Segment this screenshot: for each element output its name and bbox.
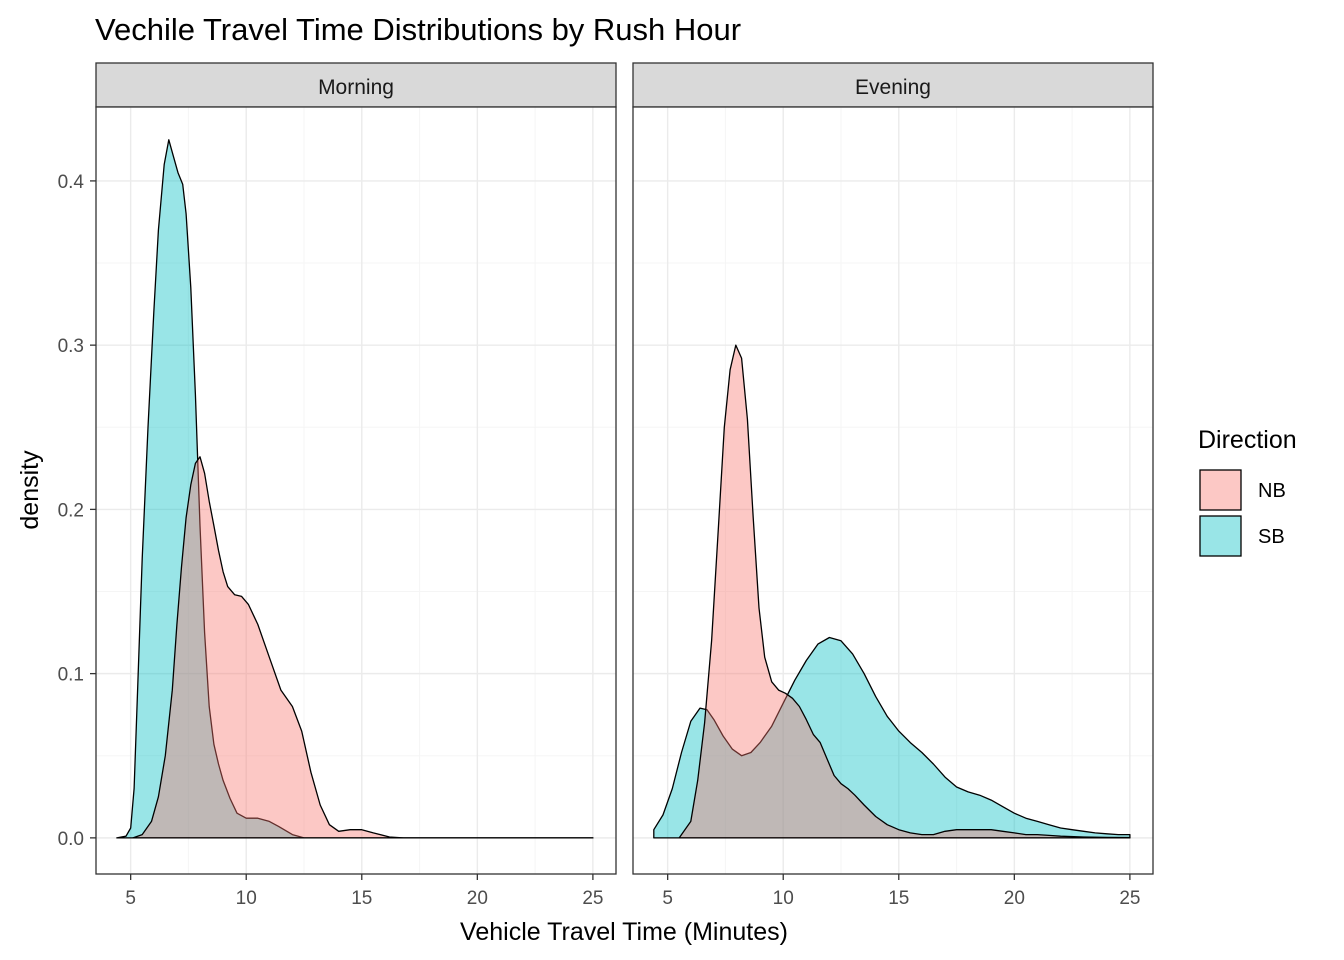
density-area-sb	[116, 139, 594, 839]
legend-keys: NB SB	[1199, 469, 1286, 557]
x-tick-label: 15	[888, 888, 909, 909]
legend-key-sb	[1199, 515, 1242, 557]
density-area-nb	[132, 456, 594, 839]
density-areas	[116, 139, 594, 839]
y-tick-label: 0.2	[58, 500, 84, 521]
y-axis: 0.0 0.1 0.2 0.3 0.4	[58, 172, 96, 850]
panel-border	[95, 106, 617, 875]
y-tick-label: 0.4	[58, 172, 85, 193]
x-tick-label: 10	[773, 888, 794, 909]
density-area-nb	[678, 344, 1131, 839]
density-area-sb	[653, 636, 1131, 839]
strip-label-morning: Morning	[318, 76, 394, 99]
panel-border	[632, 106, 1154, 875]
grid	[96, 107, 616, 874]
legend-title: Direction	[1198, 426, 1297, 454]
legend-key-bg	[1199, 515, 1241, 557]
strip-background	[95, 62, 617, 108]
density-areas	[653, 344, 1131, 839]
x-tick-label: 5	[662, 888, 673, 909]
legend-key-bg	[1199, 469, 1241, 511]
x-tick-label: 10	[236, 888, 257, 909]
y-tick-label: 0.0	[58, 829, 84, 850]
y-axis-title: density	[16, 450, 44, 530]
panel-background	[633, 107, 1153, 874]
x-axis-title: Vehicle Travel Time (Minutes)	[460, 918, 788, 946]
legend-label-sb: SB	[1258, 526, 1285, 548]
grid	[633, 107, 1153, 874]
x-tick-label: 25	[582, 888, 603, 909]
x-tick-label: 20	[1004, 888, 1025, 909]
x-tick-label: 20	[467, 888, 488, 909]
strip-label-evening: Evening	[855, 76, 931, 99]
legend-key-nb	[1199, 469, 1242, 511]
panel-background	[96, 107, 616, 874]
x-tick-label: 25	[1119, 888, 1140, 909]
x-tick-label: 5	[125, 888, 136, 909]
chart-title: Vechile Travel Time Distributions by Rus…	[95, 12, 741, 47]
y-tick-label: 0.1	[58, 665, 84, 686]
panel-morning: Morning 5 10 15 20 25	[95, 62, 617, 909]
y-tick-label: 0.3	[58, 336, 84, 357]
x-axis: 5 10 15 20 25	[125, 874, 603, 909]
panel-evening: Evening 5 10 15 20 25	[632, 62, 1154, 909]
x-tick-label: 15	[351, 888, 372, 909]
x-axis: 5 10 15 20 25	[662, 874, 1140, 909]
legend: Direction NB SB	[1198, 426, 1297, 557]
legend-label-nb: NB	[1258, 480, 1286, 502]
